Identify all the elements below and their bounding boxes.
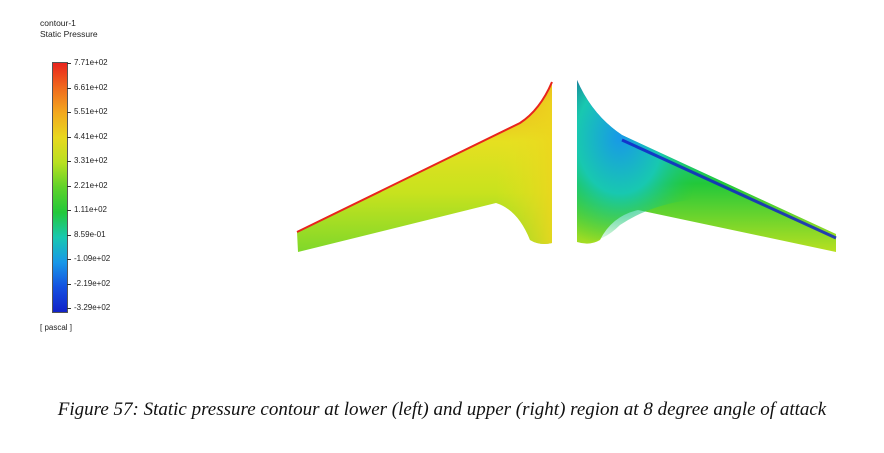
colorbar-tick [67,210,71,211]
contour-name: contour-1 [40,18,76,28]
colorbar-tick [67,63,71,64]
colorbar-label: 7.71e+02 [74,58,108,67]
colorbar-tick [67,137,71,138]
colorbar-tick [67,308,71,309]
colorbar-label: 5.51e+02 [74,107,108,116]
colorbar-label: 6.61e+02 [74,83,108,92]
quantity-name: Static Pressure [40,29,98,39]
colorbar-label: 2.21e+02 [74,181,108,190]
colorbar-tick [67,88,71,89]
lower-surface-contour [296,81,553,252]
unit-label: [ pascal ] [40,323,73,332]
colorbar-label: -3.29e+02 [74,303,111,312]
colorbar-tick [67,235,71,236]
colorbar-tick [67,259,71,260]
upper-surface-contour [577,80,837,252]
colorbar-tick [67,112,71,113]
figure-caption: Figure 57: Static pressure contour at lo… [57,399,827,420]
colorbar [52,62,68,313]
colorbar-tick [67,186,71,187]
colorbar-label: 3.31e+02 [74,156,108,165]
colorbar-label: 4.41e+02 [74,132,108,141]
colorbar-tick [67,161,71,162]
colorbar-label: -2.19e+02 [74,279,111,288]
colorbar-label: -1.09e+02 [74,254,111,263]
colorbar-label: 8.59e-01 [74,230,106,239]
colorbar-label: 1.11e+02 [74,205,107,214]
colorbar-tick [67,284,71,285]
